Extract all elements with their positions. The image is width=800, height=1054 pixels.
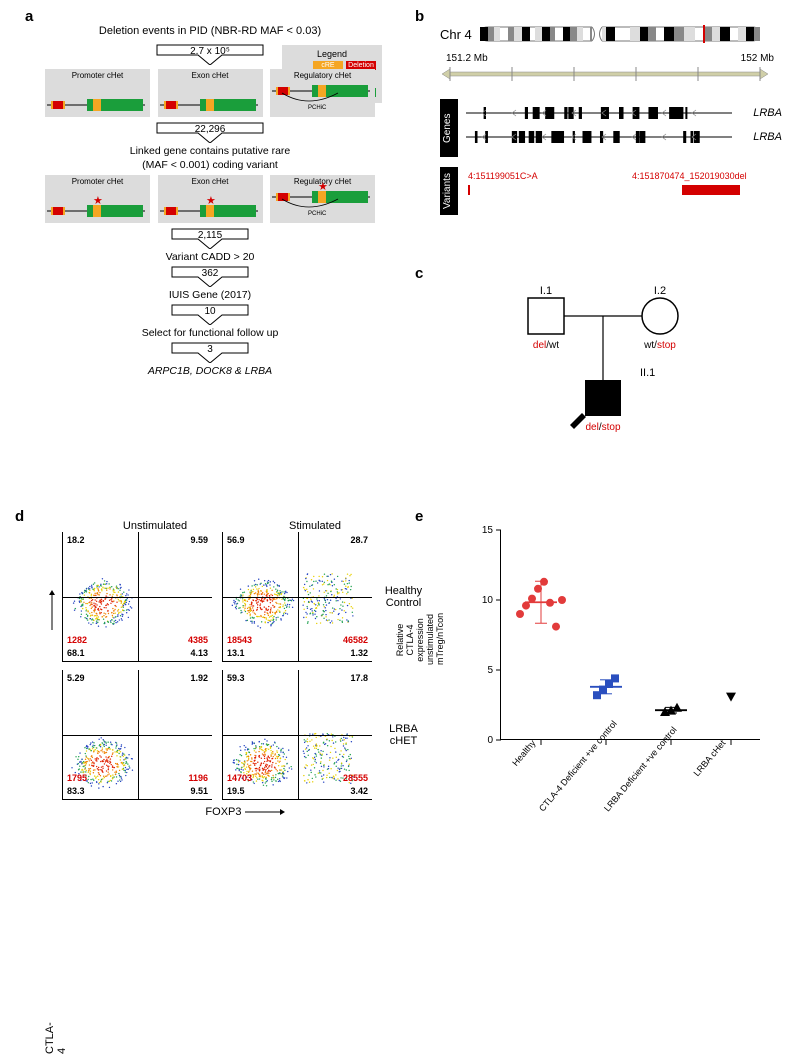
label-d: d <box>15 508 24 525</box>
svg-text:★: ★ <box>93 195 103 207</box>
svg-text:0: 0 <box>487 735 493 746</box>
svg-text:PCHiC: PCHiC <box>308 105 327 111</box>
pd-unstim: Unstimulated <box>80 520 230 532</box>
variant-2-mark <box>682 185 740 195</box>
flow-plot: 59.3 17.8 19.5 3.42 14703 28555 <box>222 670 372 800</box>
pb-start: 151.2 Mb <box>446 53 488 64</box>
variant-2-label: 4:151870474_152019030del <box>632 171 747 181</box>
svg-text:wt/stop: wt/stop <box>643 340 676 351</box>
pa-iuis: IUIS Gene (2017) <box>40 289 380 301</box>
svg-text:15: 15 <box>482 525 494 536</box>
svg-text:del/stop: del/stop <box>585 422 620 433</box>
pedigree: I.1 del/wt I.2 wt/stop II.1 del/stop <box>500 280 740 460</box>
svg-text:★: ★ <box>206 195 216 207</box>
label-a: a <box>25 8 33 25</box>
panel-c: I.1 del/wt I.2 wt/stop II.1 del/stop <box>500 280 760 465</box>
label-e: e <box>415 508 423 525</box>
ruler <box>440 64 770 84</box>
svg-text:★: ★ <box>318 181 328 193</box>
pa-linked1: Linked gene contains putative rare <box>40 145 380 157</box>
legend-title: Legend <box>288 49 376 59</box>
ped-I2: I.2 <box>654 285 666 297</box>
pa-cadd: Variant CADD > 20 <box>40 251 380 263</box>
pe-xlabels: HealthyCTLA-4 Deficient +ve controlLRBA … <box>500 745 760 825</box>
chet-row: Promoter cHet ★ Exon cHet ★ Regulatory c… <box>45 175 375 223</box>
pd-xlab: FOXP3 <box>205 806 241 818</box>
svg-text:PCHiC: PCHiC <box>308 211 327 217</box>
svg-text:10: 10 <box>482 595 494 606</box>
chet-row: Promoter cHet Exon cHet Regulatory cHet … <box>45 69 375 117</box>
pa-genes: ARPC1B, DOCK8 & LRBA <box>40 365 380 377</box>
panel-b: Chr 4 151.2 Mb 152 Mb Genes LRBA LRBA Va… <box>440 25 780 215</box>
ideogram <box>480 25 760 43</box>
pd-stim: Stimulated <box>240 520 390 532</box>
flow-plot: 56.9 28.7 13.1 1.32 18543 46582 <box>222 532 372 662</box>
scatter-plot: 051015 <box>500 530 760 740</box>
pd-lrba: LRBA cHET <box>376 723 431 747</box>
svg-text:del/wt: del/wt <box>533 340 559 351</box>
panel-a: Deletion events in PID (NBR-RD MAF < 0.0… <box>40 25 380 379</box>
pa-title: Deletion events in PID (NBR-RD MAF < 0.0… <box>40 25 380 37</box>
flow-plot: 5.29 1.92 83.3 9.51 1795 1196 <box>62 670 212 800</box>
pb-end: 152 Mb <box>741 53 774 64</box>
variant-1-mark <box>468 185 470 195</box>
pa-select: Select for functional follow up <box>40 327 380 339</box>
svg-text:5: 5 <box>487 665 493 676</box>
ped-II1: II.1 <box>640 367 655 379</box>
gene-name-2: LRBA <box>753 131 782 143</box>
pd-hc: Healthy Control <box>376 585 431 609</box>
genes-track-label: Genes <box>440 99 458 157</box>
panel-d: Unstimulated Stimulated CTLA-4 18.2 9.59… <box>30 520 410 818</box>
label-b: b <box>415 8 424 25</box>
pa-linked2: (MAF < 0.001) coding variant <box>40 159 380 171</box>
variants-track-label: Variants <box>440 167 458 215</box>
pd-ylab: CTLA-4 <box>44 1036 68 1054</box>
flow-plot: 18.2 9.59 68.1 4.13 1282 4385 <box>62 532 212 662</box>
gene-name-1: LRBA <box>753 107 782 119</box>
chr-label: Chr 4 <box>440 27 472 42</box>
genes-track <box>462 99 772 157</box>
label-c: c <box>415 265 423 282</box>
ped-I1: I.1 <box>540 285 552 297</box>
variant-1-label: 4:151199051C>A <box>468 171 538 181</box>
